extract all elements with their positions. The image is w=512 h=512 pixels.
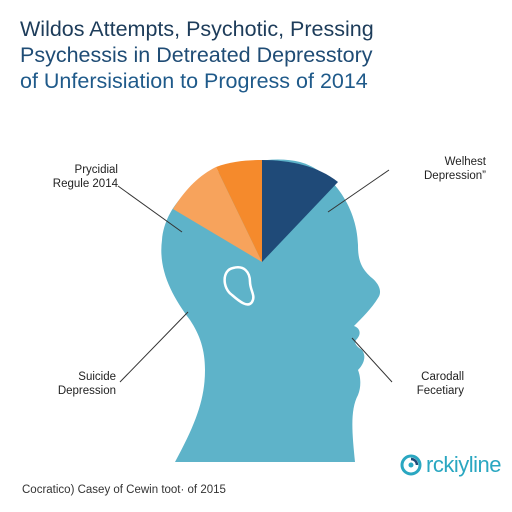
title-line-2: Psychessis in Detreated Depresstory <box>20 43 373 67</box>
diagram-title: Wildos Attempts, Psychotic, Pressing Psy… <box>20 16 500 94</box>
brand-logo: rckiyline <box>398 452 501 478</box>
label-bottom-left-line2: Depression <box>57 385 116 397</box>
label-bottom-left: Suicide Depression <box>40 370 116 398</box>
ear-outline <box>223 266 255 306</box>
brand-name: rckiyline <box>426 452 501 477</box>
label-top-left-line2: Regule 2014 <box>52 178 118 190</box>
segment-light-orange <box>173 167 262 262</box>
label-bottom-right-line1: Carodall <box>421 371 464 383</box>
label-top-right-line1: Welhest <box>444 156 486 168</box>
label-bottom-right-line2: Fecetiary <box>416 385 464 397</box>
label-top-right-line2: Depression” <box>424 170 486 182</box>
title-line-1: Wildos Attempts, Psychotic, Pressing <box>20 17 374 41</box>
leader-line-top-left <box>117 185 183 233</box>
label-top-left: Prycidial Regule 2014 <box>48 163 118 191</box>
leader-line-bottom-left <box>119 311 189 383</box>
segment-orange <box>216 160 262 262</box>
footer-caption: Cocratico) Casey of Cewin toot· of 2015 <box>22 484 226 496</box>
leader-line-bottom-right <box>351 337 393 383</box>
leader-line-top-right <box>327 169 390 213</box>
label-top-right: Welhest Depression” <box>390 155 486 183</box>
head-silhouette <box>161 159 381 463</box>
segment-navy <box>262 160 338 262</box>
title-line-3: of Unfersisiation to Progress of 2014 <box>20 69 368 93</box>
circular-arrows-icon <box>400 454 422 476</box>
label-bottom-right: Carodall Fecetiary <box>380 370 464 398</box>
label-bottom-left-line1: Suicide <box>78 371 116 383</box>
label-top-left-line1: Prycidial <box>74 164 118 176</box>
